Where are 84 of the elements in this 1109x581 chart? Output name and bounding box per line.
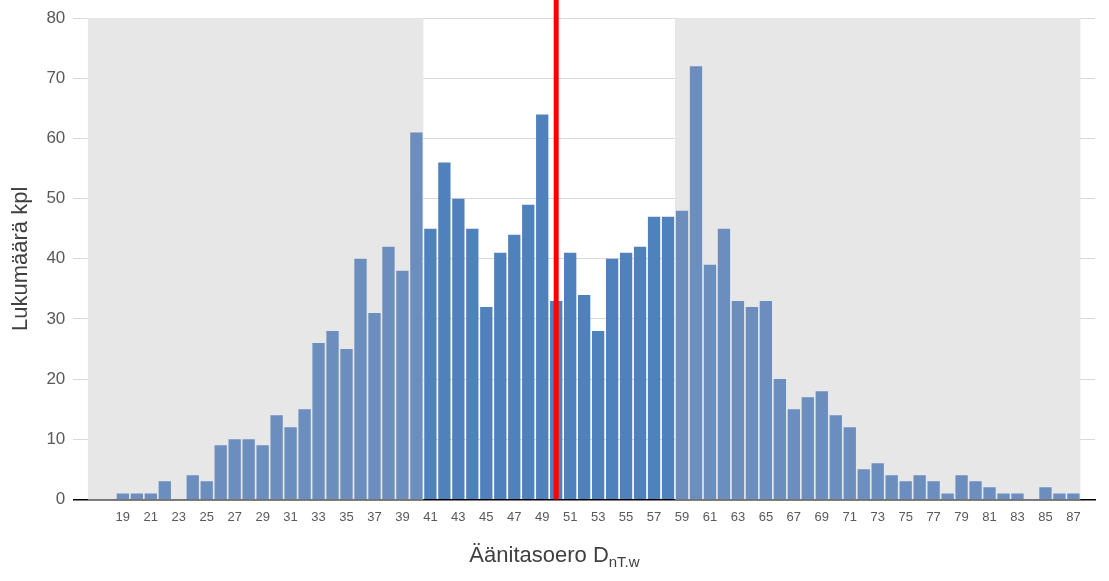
bar <box>144 493 157 499</box>
bar <box>466 228 479 499</box>
bar <box>158 481 171 499</box>
bar <box>591 330 605 499</box>
bar <box>661 216 675 499</box>
bar <box>773 379 787 499</box>
x-tick-label: 53 <box>590 508 606 524</box>
bar <box>214 445 227 499</box>
bar <box>759 300 773 499</box>
bar <box>815 391 828 499</box>
bar <box>843 427 856 499</box>
bar <box>829 415 842 499</box>
bar <box>745 306 759 499</box>
x-tick-label: 59 <box>674 508 690 524</box>
x-tick-label: 57 <box>646 508 662 524</box>
bar <box>536 114 549 499</box>
x-tick-label: 71 <box>842 508 857 524</box>
bar <box>186 475 199 499</box>
x-axis-title: Äänitasoero D$_{nT.w}$ <box>468 542 641 571</box>
x-tick-label: 31 <box>283 508 298 524</box>
x-tick-label: 55 <box>618 508 634 524</box>
x-tick-label: 63 <box>730 508 746 524</box>
x-tick-label: 79 <box>954 508 969 524</box>
bar <box>675 210 689 499</box>
x-tick-label: 83 <box>1010 508 1025 524</box>
x-tick-label: 67 <box>786 508 802 524</box>
bar <box>647 216 661 499</box>
bar <box>228 439 241 499</box>
y-tick-label: 40 <box>46 248 66 268</box>
x-tick-label: 45 <box>479 508 494 524</box>
bar <box>130 493 143 499</box>
bar <box>564 252 577 499</box>
x-tick-label: 35 <box>339 508 354 524</box>
bar <box>619 252 633 499</box>
bar <box>787 409 800 499</box>
x-tick-label: 73 <box>870 508 885 524</box>
y-tick-label: 60 <box>46 128 66 148</box>
y-axis-title: Lukumäärä kpl <box>7 186 33 331</box>
bar <box>494 252 507 499</box>
x-tick-label: 27 <box>227 508 242 524</box>
bar <box>116 493 129 499</box>
y-tick-label: 50 <box>46 188 66 208</box>
x-tick-label: 33 <box>311 508 326 524</box>
y-tick-label: 80 <box>46 7 66 27</box>
y-tick-label: 30 <box>46 308 66 328</box>
bar <box>522 204 535 499</box>
x-tick-label: 49 <box>534 508 550 524</box>
y-tick-label: 0 <box>55 489 66 509</box>
bar <box>857 469 870 499</box>
y-tick-label: 70 <box>46 68 66 88</box>
bar <box>605 258 619 499</box>
bar <box>689 66 703 499</box>
x-tick-label: 37 <box>367 508 382 524</box>
x-tick-label: 25 <box>199 508 214 524</box>
bar <box>885 475 898 499</box>
x-tick-label: 47 <box>507 508 522 524</box>
bar <box>480 306 493 499</box>
x-tick-label: 23 <box>171 508 186 524</box>
x-tick-label: 21 <box>143 508 159 524</box>
x-tick-label: 85 <box>1038 508 1053 524</box>
x-tick-label: 81 <box>982 508 997 524</box>
x-tick-label: 65 <box>758 508 774 524</box>
x-tick-label: 19 <box>115 508 131 524</box>
y-tick-label: 20 <box>46 368 66 388</box>
bar <box>508 234 521 499</box>
y-tick-label: 10 <box>46 428 66 448</box>
x-tick-label: 75 <box>898 508 913 524</box>
x-tick-label: 87 <box>1066 508 1081 524</box>
x-tick-label: 39 <box>395 508 410 524</box>
x-tick-label: 69 <box>814 508 830 524</box>
bar <box>200 481 213 499</box>
x-tick-label: 51 <box>562 508 578 524</box>
x-tick-label: 29 <box>255 508 270 524</box>
x-tick-label: 43 <box>451 508 466 524</box>
bar <box>633 246 647 499</box>
bar <box>871 463 884 499</box>
bar <box>801 397 814 499</box>
bar <box>731 300 745 499</box>
bar <box>578 294 591 499</box>
x-tick-label: 61 <box>702 508 718 524</box>
x-tick-label: 41 <box>423 508 438 524</box>
bar <box>717 228 731 499</box>
x-tick-label: 77 <box>926 508 941 524</box>
bar <box>703 264 717 499</box>
